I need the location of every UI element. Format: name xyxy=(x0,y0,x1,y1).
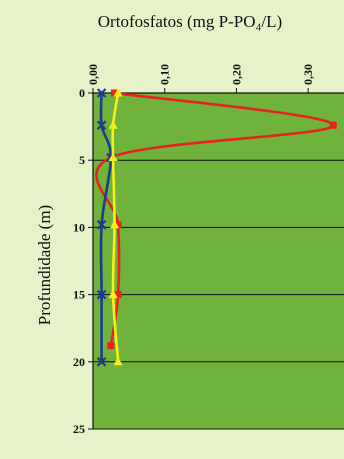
x-tick-label: 0,10 xyxy=(158,64,172,85)
data-point xyxy=(108,289,118,299)
data-point xyxy=(96,357,107,367)
series-2 xyxy=(108,88,123,366)
chart-title: Ortofosfatos (mg P-PO₄/L) xyxy=(98,12,282,31)
gridlines xyxy=(93,159,344,430)
data-point xyxy=(111,89,119,97)
data-point xyxy=(96,88,107,98)
data-point xyxy=(96,120,107,131)
x-tick-label: 0,00 xyxy=(86,64,100,85)
data-point xyxy=(96,289,107,300)
data-point-stroke xyxy=(96,120,107,131)
data-point-stroke xyxy=(96,357,107,367)
data-point xyxy=(110,219,120,229)
x-tick-label: 0,20 xyxy=(229,64,243,85)
y-tick-label: 15 xyxy=(73,288,85,302)
data-point-stroke xyxy=(96,289,107,300)
axes xyxy=(88,88,344,430)
y-tick-label: 0 xyxy=(79,86,85,100)
series-1 xyxy=(96,88,116,367)
data-point xyxy=(108,152,118,162)
data-point-stroke xyxy=(96,219,107,230)
data-point xyxy=(114,291,122,299)
x-tick-label: 0,30 xyxy=(301,64,315,85)
y-tick-label: 5 xyxy=(79,153,85,167)
data-point xyxy=(96,219,107,230)
data-point-stroke xyxy=(96,88,107,98)
y-tick-label: 10 xyxy=(73,220,85,234)
series-group xyxy=(95,88,337,367)
data-point xyxy=(114,221,122,229)
plot-area xyxy=(93,93,344,429)
data-point xyxy=(329,121,337,129)
data-point xyxy=(107,342,115,350)
y-tick-label: 25 xyxy=(73,422,85,436)
y-tick-labels: 0 5 10 15 20 25 xyxy=(73,86,85,436)
x-tick-labels: 0,00 0,10 0,20 0,30 xyxy=(86,64,315,85)
data-point xyxy=(108,120,118,129)
y-tick-label: 20 xyxy=(73,355,85,369)
data-point xyxy=(113,356,123,366)
data-point xyxy=(113,88,123,97)
y-axis-label: Profundidade (m) xyxy=(35,205,54,325)
